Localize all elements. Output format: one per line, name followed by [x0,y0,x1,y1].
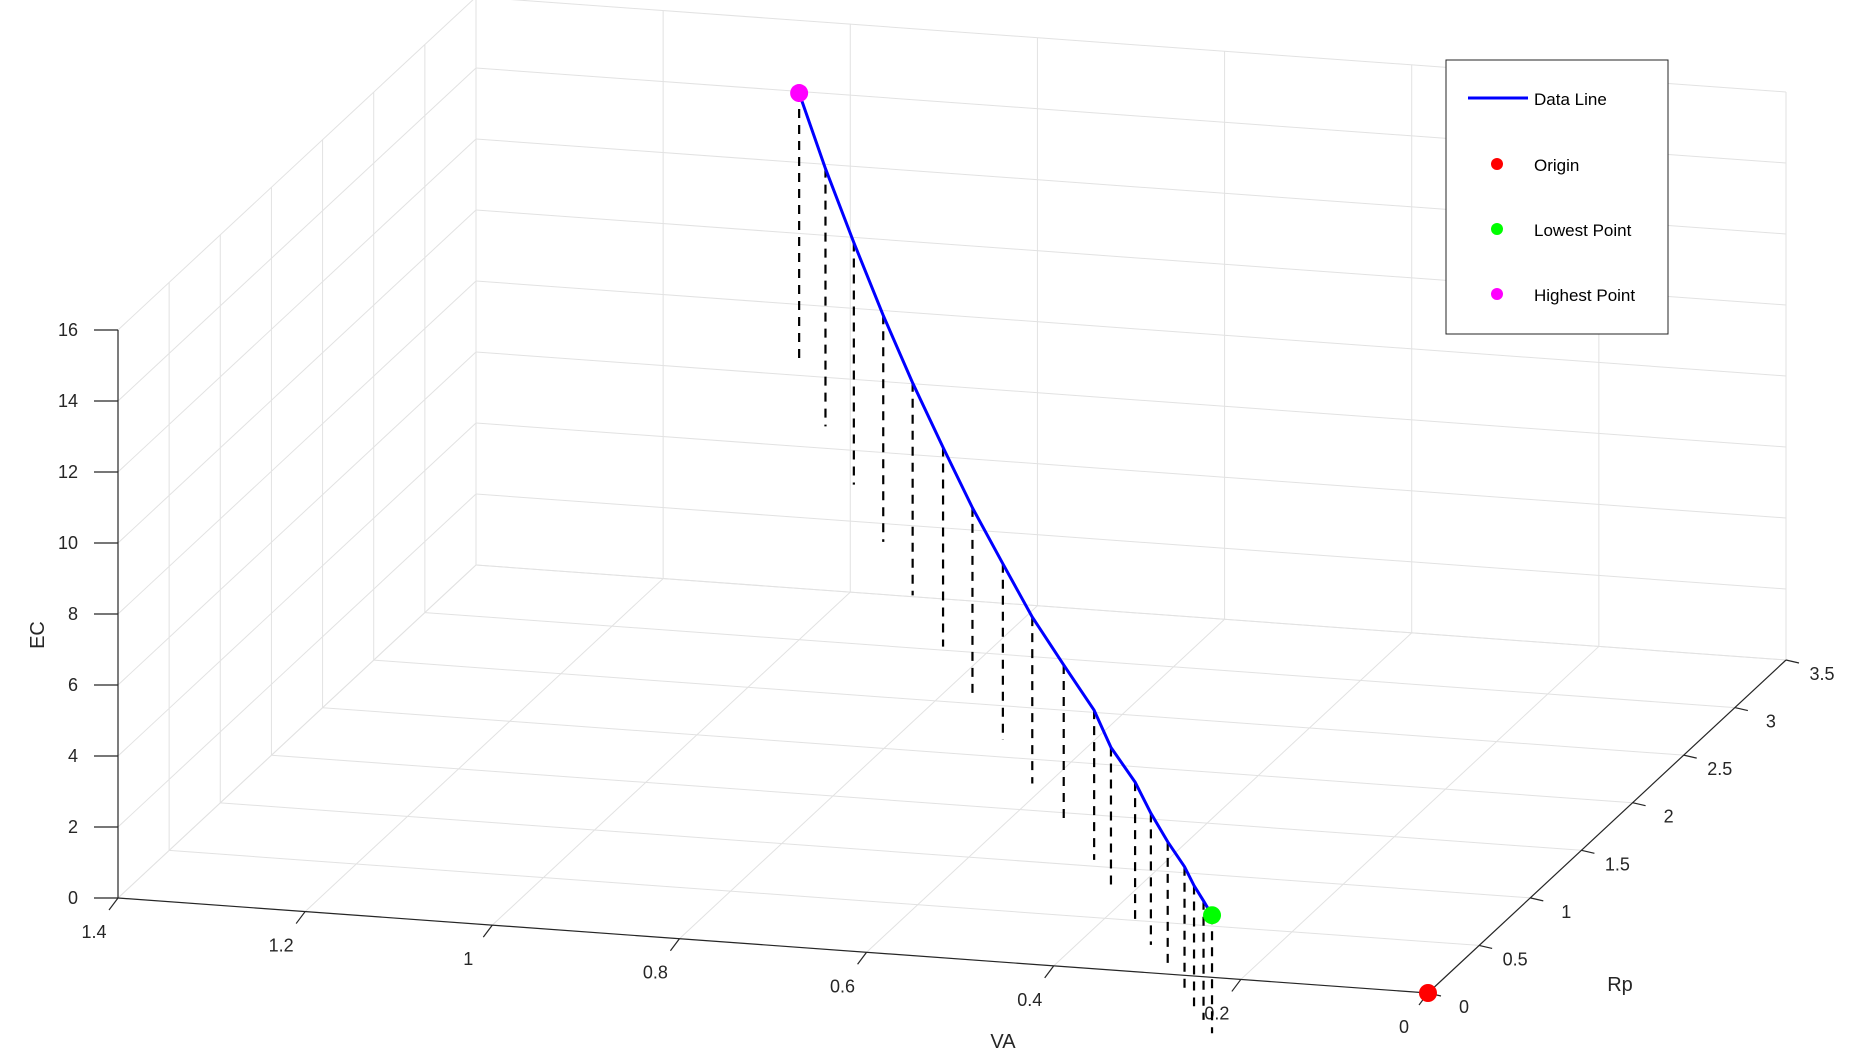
side-wall-gridline-ec [117,564,477,899]
axis-labels: VA Rp EC [27,621,1633,1053]
rp-tick-label: 0.5 [1503,949,1528,969]
legend-lowest-label: Lowest Point [1534,221,1632,240]
floor-gridline-rp [322,707,1633,804]
side-wall-gridline-ec [117,67,477,402]
va-tick-label: 1 [463,949,473,969]
va-tick-label: 0.8 [643,963,668,983]
axes: 00.20.40.60.811.21.400.511.522.533.50246… [58,320,1835,1037]
ec-tick-label: 16 [58,320,78,340]
floor-gridline-rp [220,802,1531,899]
back-wall-gridline-ec [475,351,1787,448]
legend-box [1445,59,1669,335]
va-tick-label: 0.4 [1017,990,1042,1010]
rp-tick-label: 2.5 [1707,759,1732,779]
va-tick-label: 0 [1399,1017,1409,1037]
floor-gridline-rp [373,659,1684,756]
legend-lowest-marker [1491,223,1503,235]
floor-gridline-va [304,578,664,912]
highest-point-marker [790,84,809,103]
ec-tick-label: 2 [68,817,78,837]
va-tick [108,897,119,911]
ec-tick-label: 6 [68,675,78,695]
floor-gridline-va [1240,646,1600,980]
legend: Data Line Origin Lowest Point Highest Po… [1445,59,1669,335]
ec-tick-label: 14 [58,391,78,411]
ec-tick-label: 8 [68,604,78,624]
rp-tick-label: 1 [1561,902,1571,922]
ec-tick-label: 0 [68,888,78,908]
va-tick-label: 0.2 [1204,1003,1229,1023]
z-axis-label: EC [27,621,49,649]
floor-gridline-rp [271,754,1582,851]
va-tick [482,924,493,938]
back-wall-gridline-ec [475,280,1787,377]
ec-tick-label: 12 [58,462,78,482]
grid [117,0,1787,994]
data-line [797,92,1214,916]
side-wall-gridline-ec [117,138,477,473]
legend-origin-label: Origin [1534,156,1579,175]
va-tick-label: 1.4 [81,922,106,942]
side-wall-gridline-ec [117,0,474,331]
va-tick [295,911,306,924]
rp-tick [1683,754,1697,759]
floor-gridline-va [866,618,1225,953]
rp-tick-label: 0 [1459,997,1469,1017]
back-wall-gridline-ec [475,493,1787,590]
back-wall-gridline-ec [475,422,1787,519]
lowest-point-marker [1203,906,1222,925]
side-wall-gridline-ec [117,280,477,615]
rp-tick [1479,944,1493,950]
rp-tick-label: 1.5 [1605,854,1630,874]
rp-tick [1785,659,1800,664]
va-tick [857,951,868,965]
ec-tick-label: 10 [58,533,78,553]
origin-marker [1419,984,1437,1002]
side-wall-gridline-ec [117,422,477,757]
floor-gridline-va [1053,632,1413,967]
rp-axis-line [1427,659,1787,994]
rp-tick-label: 3 [1766,712,1776,732]
side-wall-gridline-ec [117,209,477,544]
rp-tick [1632,802,1646,807]
va-axis-line [117,897,1429,994]
floor-gridline-rp [424,612,1735,709]
back-wall-gridline-ec [475,564,1787,661]
va-tick [1044,965,1055,979]
rp-tick [1530,897,1544,902]
data-layer [790,84,1437,1034]
legend-highest-marker [1491,288,1503,300]
legend-highest-label: Highest Point [1534,286,1635,305]
rp-tick [1734,706,1748,712]
va-tick-label: 0.6 [830,976,855,996]
rp-tick-label: 2 [1664,807,1674,827]
rp-tick-label: 3.5 [1809,664,1834,684]
ec-tick-label: 4 [68,746,78,766]
side-wall-gridline-ec [117,351,477,686]
floor-gridline-rp [169,849,1480,946]
rp-tick [1581,849,1595,854]
floor-gridline-va [491,591,851,926]
va-tick [669,938,680,952]
legend-data-line-label: Data Line [1534,90,1607,109]
va-tick [1231,979,1242,992]
side-wall-gridline-ec [117,493,477,828]
va-tick-label: 1.2 [269,936,294,956]
floor-gridline-va [679,605,1038,940]
legend-origin-marker [1491,158,1503,170]
x-axis-label: VA [990,1031,1016,1053]
y-axis-label: Rp [1607,974,1633,996]
